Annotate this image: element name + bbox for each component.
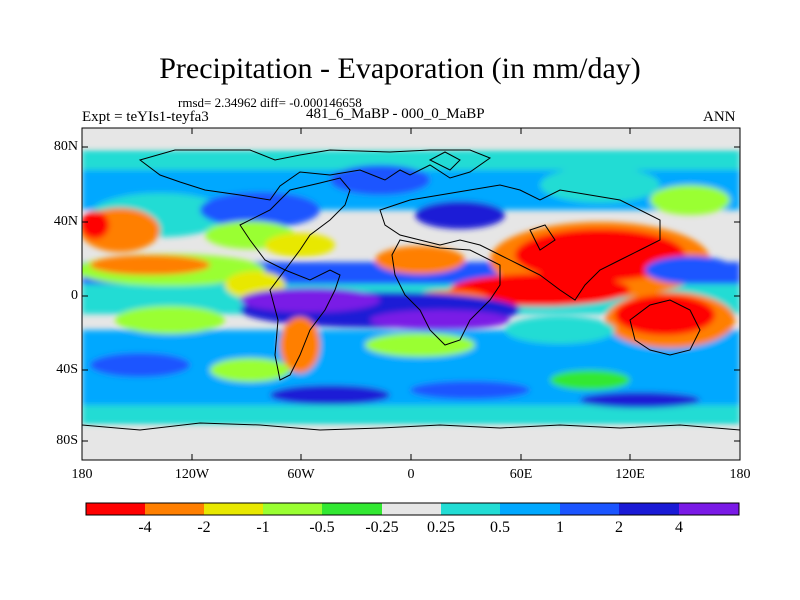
field-region [82,405,740,425]
colorbar-swatch [500,503,560,515]
colorbar [85,502,740,516]
colorbar-label: 4 [675,519,683,536]
field-region [115,306,225,334]
colorbar-label: -2 [197,519,211,536]
field-region [200,192,320,228]
field-region [550,370,630,390]
field-region [365,333,475,357]
experiment-label: Expt = teYIs1-teyfa3 [82,109,209,125]
field-region [82,128,740,146]
colorbar-label: -4 [138,519,152,536]
lat-label-80s: 80S [56,433,78,448]
field-region [330,165,430,195]
field-region [240,288,380,312]
field-region [90,353,190,377]
field-region [650,185,730,215]
colorbar-swatch [382,503,441,515]
field-region [540,167,660,203]
field-region [450,274,630,306]
field-region [515,229,685,281]
field-region [410,381,530,399]
colorbar-label: 0.25 [427,519,455,536]
colorbar-swatch [679,503,739,515]
lon-label-120e: 120E [615,467,645,482]
colorbar-swatch [560,503,619,515]
lat-label-0: 0 [71,288,78,303]
lat-label-80n: 80N [53,139,78,154]
colorbar-swatch [204,503,263,515]
colorbar-label: 1 [556,519,564,536]
lon-label-0: 0 [407,467,415,482]
lat-label-40n: 40N [53,214,78,229]
field-region [265,233,335,257]
colorbar-swatch [86,503,145,515]
colorbar-frame [85,502,740,516]
lon-label-180e: 180 [729,467,751,482]
lon-label-120w: 120W [174,467,210,482]
chart-title: Precipitation - Evaporation (in mm/day) [159,52,641,85]
colorbar-label: 0.5 [490,519,510,536]
lon-label-60w: 60W [287,467,315,482]
lon-label-180w: 180 [71,467,93,482]
field-region [645,256,735,284]
season-label: ANN [703,109,736,125]
colorbar-label: 2 [615,519,623,536]
colorbar-swatch [441,503,500,515]
field-region [415,201,505,229]
field-region [210,358,290,382]
tick-marks [81,128,741,460]
field-region [580,392,700,408]
lat-label-40s: 40S [56,362,78,377]
field-layer [82,128,740,460]
colorbar-label: -0.5 [309,519,335,536]
field-region [270,385,390,405]
field-blobs [82,128,740,460]
field-region [90,255,210,275]
colorbar-label: -0.25 [365,519,399,536]
colorbar-swatch [145,503,204,515]
field-region [370,310,510,330]
colorbar-label: -1 [256,519,270,536]
stats-label: rmsd= 2.34962 diff= -0.000146658 [178,95,362,110]
period-label: 481_6_MaBP - 000_0_MaBP [306,106,485,122]
colorbar-swatch [322,503,382,515]
colorbar-swatch [619,503,679,515]
coastlines [82,149,740,431]
field-region [615,295,715,335]
lon-label-60e: 60E [509,467,533,482]
colorbar-swatch [263,503,322,515]
field-region [375,246,465,274]
field-region [82,211,109,239]
field-region [505,316,615,344]
